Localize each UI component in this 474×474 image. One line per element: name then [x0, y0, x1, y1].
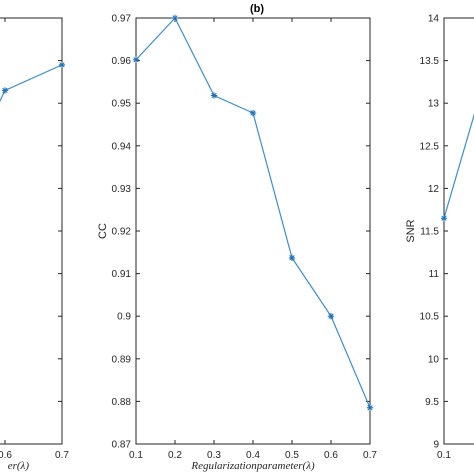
right-y-axis-label: SNR [405, 219, 417, 242]
right-ytick-label: 14 [428, 14, 440, 25]
right-data-point [440, 215, 448, 222]
left-x-axis-label: er(λ) [8, 460, 30, 472]
right-series-line [443, 113, 474, 219]
middle-xtick-label: 0.5 [285, 450, 299, 461]
middle-panel-title: (b) [250, 3, 264, 15]
right-ytick-label: 9.5 [425, 397, 439, 408]
right-ytick-label: 11.5 [420, 227, 439, 238]
middle-ytick-label: 0.88 [112, 397, 132, 408]
left-axes-box [0, 17, 63, 445]
middle-ytick-label: 0.9 [117, 312, 131, 323]
middle-ytick-label: 0.93 [112, 184, 132, 195]
middle-ytick-label: 0.91 [112, 269, 132, 280]
left-xtick-label: 0.7 [55, 450, 69, 461]
middle-xtick-label: 0.6 [324, 450, 338, 461]
right-axes-box [443, 17, 474, 445]
middle-ytick-label: 0.92 [112, 227, 132, 238]
middle-ytick-label: 0.89 [112, 354, 132, 365]
middle-y-axis-label: CC [97, 223, 109, 239]
middle-ytick-label: 0.97 [112, 14, 132, 25]
left-data-point [58, 61, 66, 69]
right-ytick-label: 13.5 [420, 56, 440, 67]
middle-data-point [132, 56, 140, 63]
right-ytick-label: 13 [428, 99, 440, 110]
middle-ytick-label: 0.95 [112, 99, 132, 110]
middle-series-line [135, 16, 371, 409]
left-xtick-label: 0.6 [0, 450, 12, 461]
middle-data-point [288, 254, 296, 262]
middle-data-point [249, 109, 257, 117]
middle-data-point [327, 313, 335, 320]
middle-axes-box [135, 17, 371, 445]
middle-xtick-label: 0.4 [246, 450, 260, 461]
middle-xtick-label: 0.1 [129, 450, 143, 461]
right-ytick-label: 9 [433, 440, 439, 451]
middle-data-point [171, 14, 179, 22]
middle-data-point [366, 404, 374, 411]
right-ytick-label: 10 [428, 354, 440, 365]
right-xtick-label: 0.1 [437, 450, 451, 461]
middle-ytick-label: 0.96 [112, 56, 132, 67]
middle-xtick-label: 0.7 [363, 450, 377, 461]
middle-xtick-label: 0.3 [207, 450, 221, 461]
middle-ytick-label: 0.87 [112, 440, 132, 451]
right-ytick-label: 11 [429, 269, 440, 280]
right-ytick-label: 12.5 [420, 141, 440, 152]
left-series-line [0, 64, 63, 103]
left-data-point [1, 87, 9, 94]
middle-x-axis-label: Regularizationparameter(λ) [190, 460, 315, 472]
right-ytick-label: 10.5 [420, 312, 440, 323]
right-ytick-label: 12 [428, 184, 440, 195]
middle-ytick-label: 0.94 [112, 141, 132, 152]
middle-xtick-label: 0.2 [168, 450, 182, 461]
middle-data-point [210, 92, 218, 99]
